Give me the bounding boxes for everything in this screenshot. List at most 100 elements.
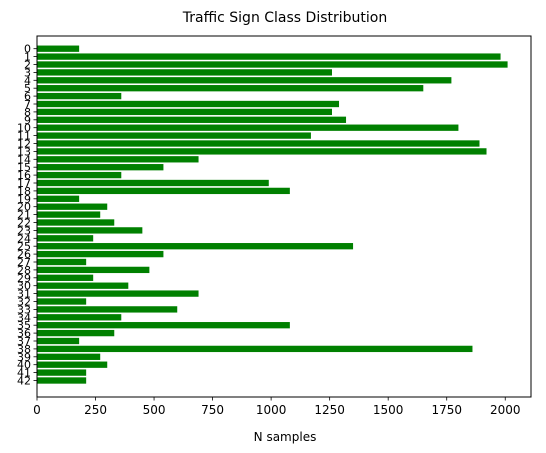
bar-class-18 — [37, 187, 290, 195]
y-tick-label: 11 — [17, 130, 31, 143]
bar-class-0 — [37, 45, 80, 52]
y-tick-label: 3 — [24, 66, 31, 79]
plot-frame — [36, 35, 532, 398]
y-tick-label: 17 — [17, 177, 31, 190]
y-tick-label: 39 — [17, 351, 31, 364]
bar-class-14 — [37, 156, 199, 163]
bar-class-34 — [37, 314, 122, 321]
y-tick-label: 23 — [17, 224, 31, 237]
bar-class-1 — [37, 53, 501, 60]
bar-class-22 — [37, 219, 115, 226]
bar-class-39 — [37, 353, 101, 360]
y-tick-label: 14 — [17, 153, 31, 166]
y-tick-label: 40 — [17, 359, 31, 372]
x-tick-label: 1500 — [373, 403, 404, 417]
y-tick-label: 33 — [17, 303, 31, 316]
bar-class-20 — [37, 203, 108, 210]
bar-class-13 — [37, 148, 487, 155]
y-tick-label: 21 — [17, 209, 31, 222]
y-tick-label: 20 — [17, 201, 31, 214]
bar-class-11 — [37, 132, 311, 139]
y-tick-label: 15 — [17, 161, 31, 174]
y-tick-label: 41 — [17, 367, 31, 380]
bar-class-5 — [37, 85, 424, 92]
bar-class-8 — [37, 108, 332, 116]
bar-class-32 — [37, 298, 87, 305]
y-tick-label: 19 — [17, 193, 31, 206]
y-tick-label: 22 — [17, 217, 31, 230]
bar-class-37 — [37, 337, 80, 345]
y-tick-label: 4 — [24, 74, 31, 87]
x-axis: 0 250 500 750 1000 1250 1500 1750 2000 — [33, 397, 521, 417]
bar-class-7 — [37, 100, 340, 108]
bar-class-3 — [37, 69, 332, 76]
y-tick-label: 2 — [24, 59, 31, 72]
bar-class-15 — [37, 164, 164, 171]
bar-class-16 — [37, 171, 122, 179]
bar-class-26 — [37, 250, 164, 258]
y-axis: 0123456789101112131415161718192021222324… — [17, 43, 37, 388]
bar-class-36 — [37, 329, 115, 337]
bar-class-10 — [37, 124, 459, 131]
y-tick-label: 18 — [17, 185, 31, 198]
bar-class-9 — [37, 116, 347, 123]
y-tick-label: 0 — [24, 43, 31, 56]
y-tick-label: 9 — [24, 114, 31, 127]
bar-class-6 — [37, 92, 122, 100]
y-tick-label: 7 — [24, 98, 31, 111]
y-tick-label: 24 — [17, 232, 31, 245]
y-tick-label: 6 — [24, 90, 31, 103]
bar-class-27 — [37, 258, 87, 266]
x-tick-label: 1250 — [314, 403, 345, 417]
x-tick-label: 250 — [84, 403, 107, 417]
x-tick-label: 750 — [201, 403, 224, 417]
bar-class-41 — [37, 369, 87, 376]
y-tick-label: 1 — [24, 51, 31, 64]
bar-class-24 — [37, 235, 94, 242]
bar-class-30 — [37, 282, 129, 289]
bar-class-2 — [37, 61, 508, 68]
y-tick-label: 28 — [17, 264, 31, 277]
y-tick-label: 37 — [17, 335, 31, 348]
x-axis-label: N samples — [254, 430, 317, 444]
bar-class-4 — [37, 77, 452, 84]
bar-class-29 — [37, 274, 94, 281]
bar-class-35 — [37, 322, 290, 329]
chart-title: Traffic Sign Class Distribution — [182, 10, 387, 26]
bar-class-33 — [37, 306, 178, 313]
bar-class-31 — [37, 290, 199, 297]
x-tick-label: 500 — [143, 403, 166, 417]
y-tick-label: 12 — [17, 138, 31, 151]
bar-class-42 — [37, 377, 87, 384]
bar-class-12 — [37, 140, 480, 147]
y-tick-label: 25 — [17, 240, 31, 253]
y-tick-label: 8 — [24, 106, 31, 119]
y-tick-label: 36 — [17, 327, 31, 340]
y-tick-label: 26 — [17, 248, 31, 261]
y-tick-label: 34 — [17, 311, 31, 324]
bar-class-25 — [37, 243, 354, 250]
x-tick-label: 1000 — [256, 403, 287, 417]
bar-class-21 — [37, 211, 101, 218]
y-tick-label: 10 — [17, 122, 31, 135]
bar-class-40 — [37, 361, 108, 368]
bar-class-19 — [37, 195, 80, 202]
bar-class-23 — [37, 227, 143, 234]
x-tick-label: 2000 — [490, 403, 521, 417]
x-tick-label: 0 — [33, 403, 41, 417]
y-tick-label: 42 — [17, 375, 31, 388]
bars-group — [37, 45, 508, 384]
y-tick-label: 35 — [17, 319, 31, 332]
x-tick-label: 1750 — [431, 403, 462, 417]
y-tick-label: 16 — [17, 169, 31, 182]
y-tick-label: 29 — [17, 272, 31, 285]
bar-class-38 — [37, 345, 473, 353]
y-tick-label: 30 — [17, 280, 31, 293]
bar-class-17 — [37, 179, 269, 187]
bar-class-28 — [37, 266, 150, 274]
y-tick-label: 13 — [17, 145, 31, 158]
y-tick-label: 27 — [17, 256, 31, 269]
y-tick-label: 38 — [17, 343, 31, 356]
